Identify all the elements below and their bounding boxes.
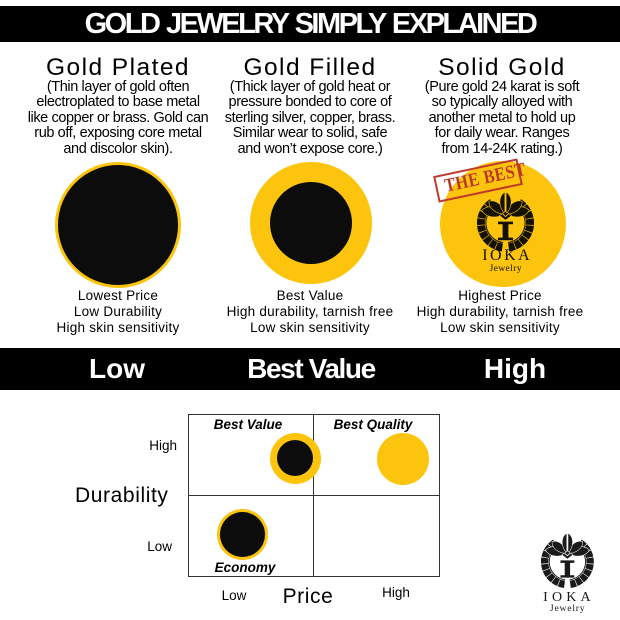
svg-text:Jewelry: Jewelry: [550, 603, 586, 613]
svg-text:Jewelry: Jewelry: [490, 264, 522, 274]
svg-text:IOKA: IOKA: [543, 590, 594, 605]
svg-text:IOKA: IOKA: [482, 247, 532, 264]
